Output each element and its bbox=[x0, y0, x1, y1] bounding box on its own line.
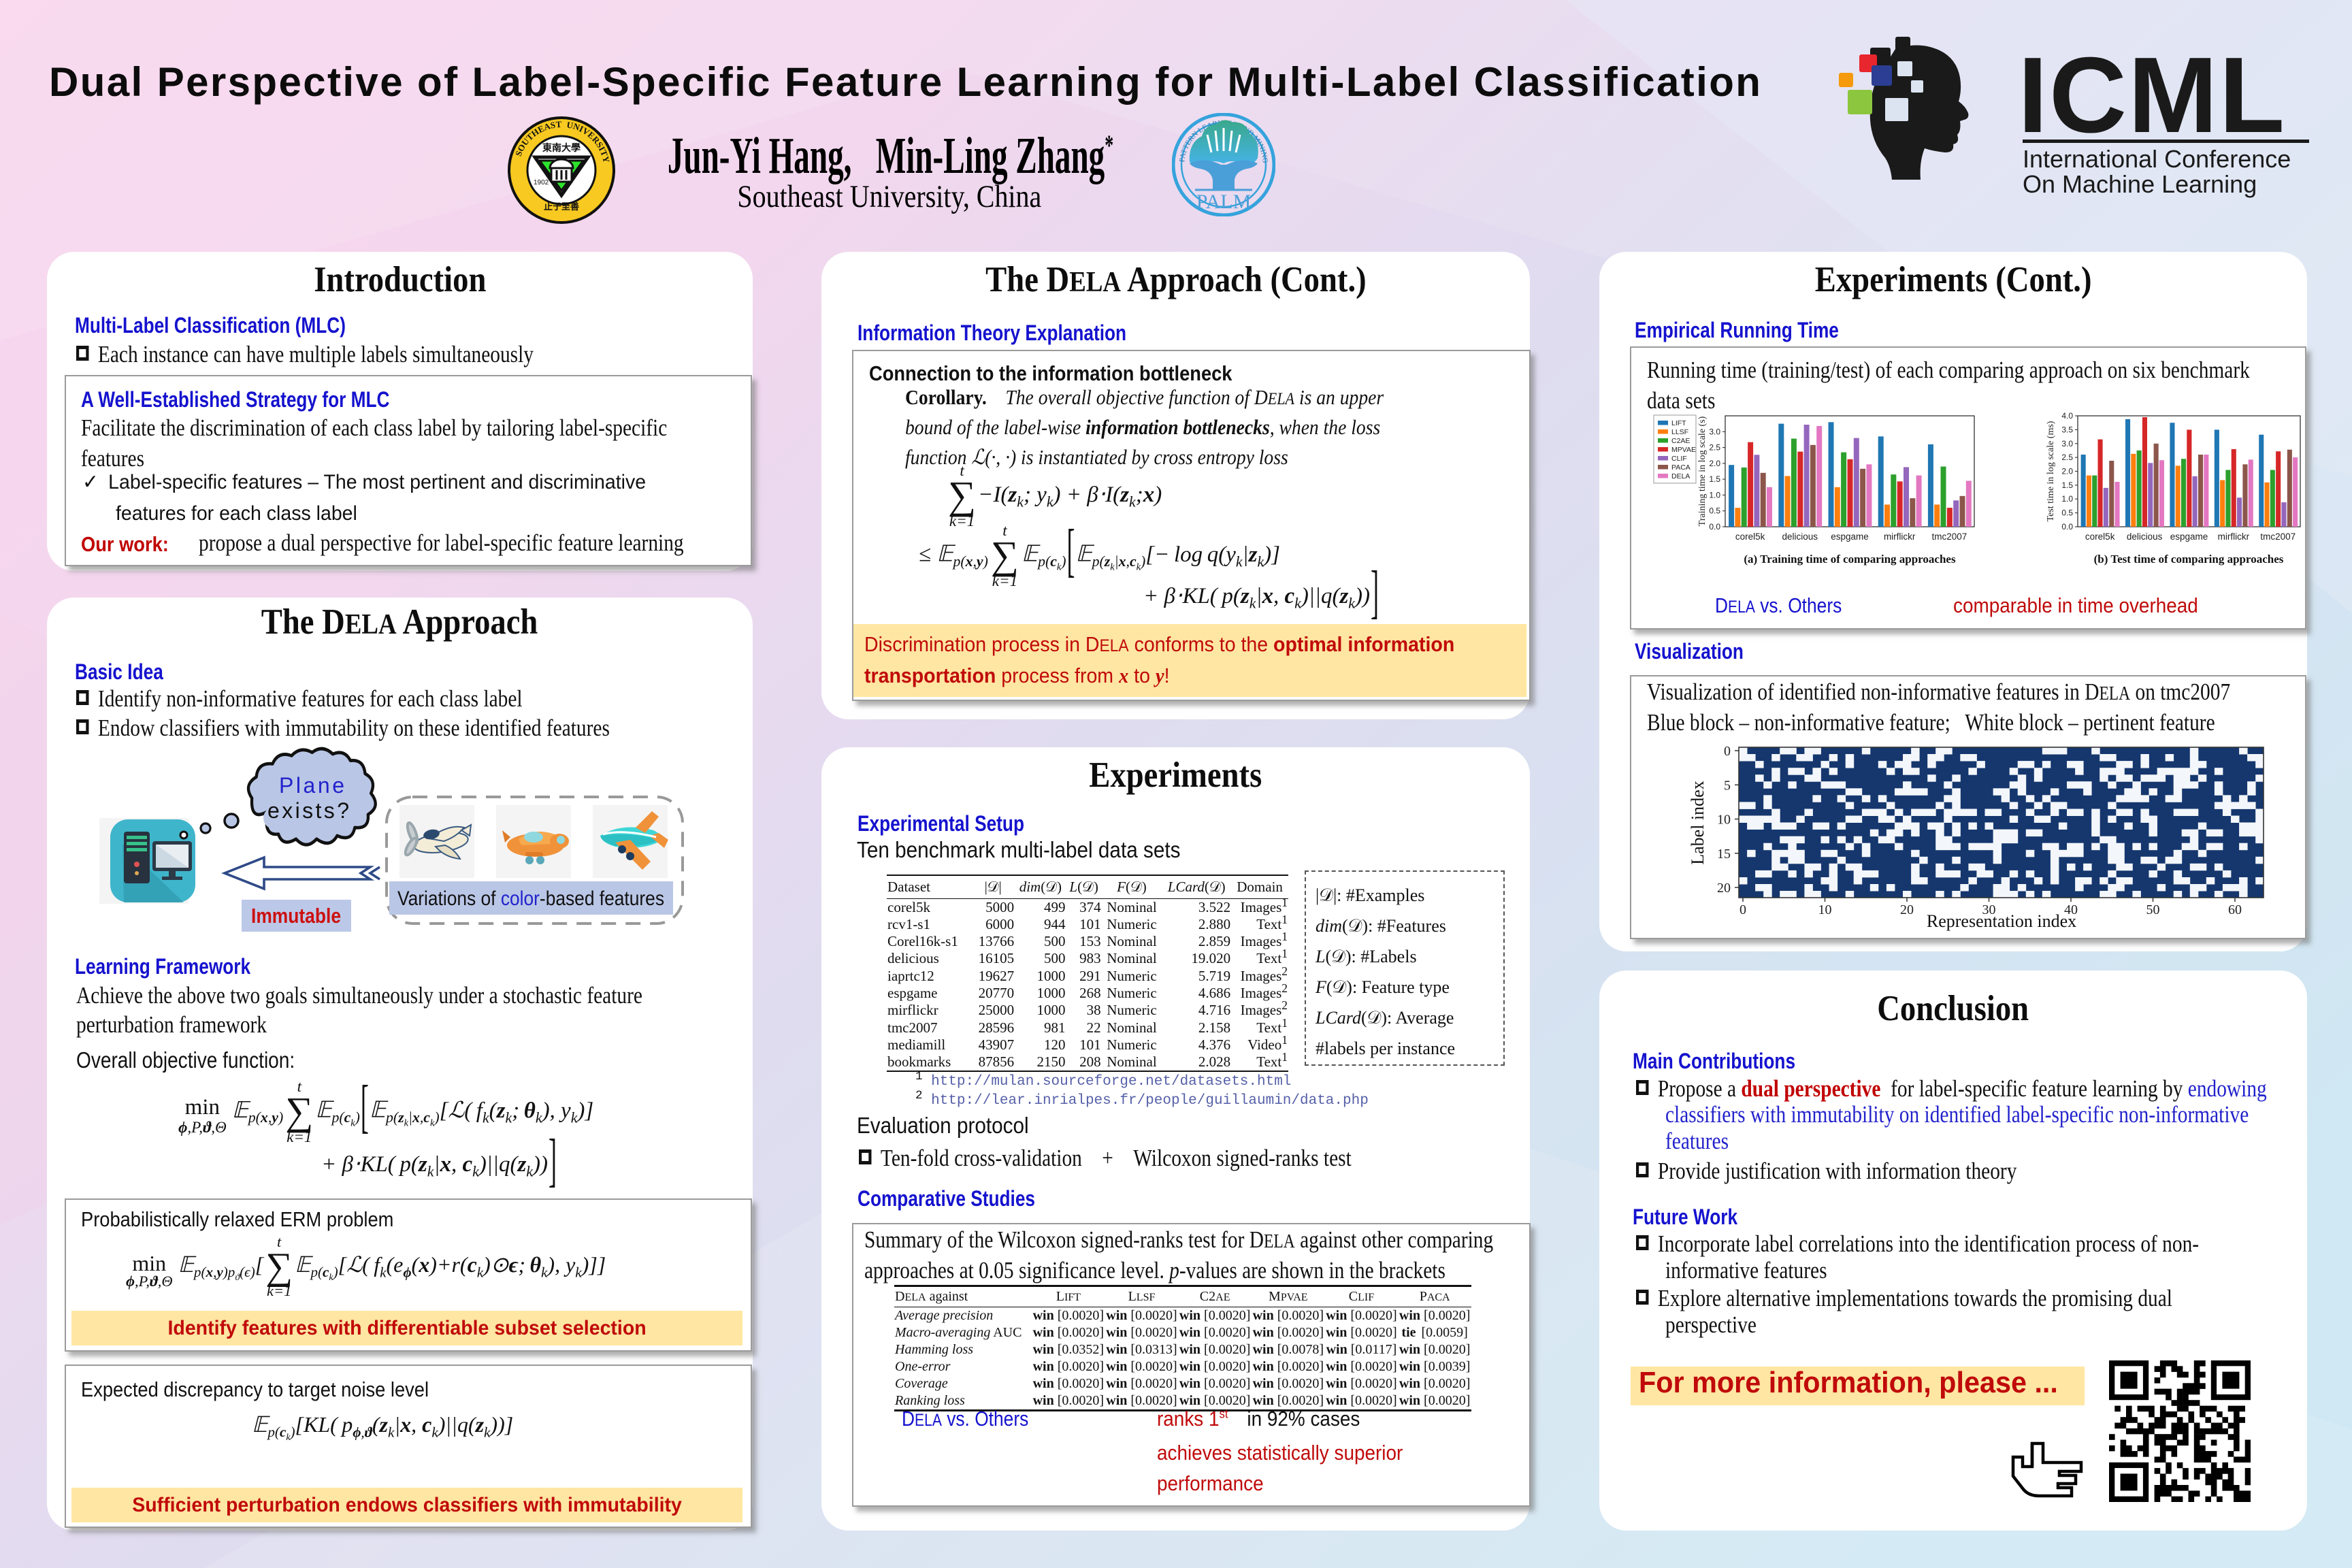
svg-text:CLIF: CLIF bbox=[1671, 455, 1687, 463]
svg-text:Plane: Plane bbox=[279, 773, 344, 798]
svg-text:東南大學: 東南大學 bbox=[542, 142, 581, 154]
svg-text:0.0: 0.0 bbox=[1709, 522, 1720, 532]
svg-text:3.0: 3.0 bbox=[2061, 439, 2073, 448]
svg-text:Training time in log scale (s): Training time in log scale (s) bbox=[1697, 416, 1708, 526]
svg-text:0.0: 0.0 bbox=[2061, 522, 2073, 532]
svg-text:PALM: PALM bbox=[1196, 191, 1252, 213]
svg-text:espgame: espgame bbox=[2170, 532, 2208, 542]
svg-text:4.0: 4.0 bbox=[2061, 411, 2073, 421]
svg-text:2.5: 2.5 bbox=[2061, 453, 2073, 462]
svg-text:止于至善: 止于至善 bbox=[544, 201, 579, 212]
svg-text:delicious: delicious bbox=[1782, 532, 1818, 542]
svg-text:Test time in log scale (ms): Test time in log scale (ms) bbox=[2046, 421, 2056, 521]
svg-text:C2AE: C2AE bbox=[1671, 437, 1690, 445]
svg-text:mirflickr: mirflickr bbox=[1884, 532, 1916, 542]
svg-text:mirflickr: mirflickr bbox=[2218, 532, 2250, 542]
svg-text:2.5: 2.5 bbox=[1709, 443, 1720, 453]
svg-text:1.0: 1.0 bbox=[1709, 490, 1720, 500]
svg-text:0.5: 0.5 bbox=[2061, 508, 2073, 518]
svg-text:MPVAE: MPVAE bbox=[1671, 446, 1696, 454]
svg-text:1.5: 1.5 bbox=[1709, 474, 1720, 484]
svg-text:LLSF: LLSF bbox=[1671, 428, 1688, 436]
svg-text:2.0: 2.0 bbox=[1709, 459, 1720, 468]
svg-text:Immutable: Immutable bbox=[251, 904, 341, 928]
svg-text:delicious: delicious bbox=[2127, 532, 2163, 542]
svg-text:3.5: 3.5 bbox=[2061, 425, 2073, 434]
svg-text:3.0: 3.0 bbox=[1709, 427, 1720, 436]
svg-text:1902: 1902 bbox=[534, 179, 549, 186]
svg-text:(a) Training time of comparing: (a) Training time of comparing approache… bbox=[1744, 553, 1956, 566]
svg-text:espgame: espgame bbox=[1831, 532, 1869, 542]
svg-text:LIFT: LIFT bbox=[1671, 419, 1686, 427]
svg-text:corel5k: corel5k bbox=[1735, 532, 1765, 542]
svg-text:1.5: 1.5 bbox=[2061, 480, 2073, 490]
svg-text:0.5: 0.5 bbox=[1709, 506, 1720, 516]
svg-text:Variations of color-based feat: Variations of color-based features bbox=[397, 887, 664, 910]
svg-text:tmc2007: tmc2007 bbox=[1932, 532, 1967, 542]
svg-text:1.0: 1.0 bbox=[2061, 494, 2073, 504]
svg-text:PACA: PACA bbox=[1671, 463, 1690, 472]
svg-text:2.0: 2.0 bbox=[2061, 467, 2073, 476]
svg-text:corel5k: corel5k bbox=[2085, 532, 2115, 542]
svg-text:DELA: DELA bbox=[1671, 472, 1690, 480]
svg-text:tmc2007: tmc2007 bbox=[2260, 532, 2296, 542]
svg-text:(b) Test time of comparing app: (b) Test time of comparing approaches bbox=[2094, 553, 2284, 566]
